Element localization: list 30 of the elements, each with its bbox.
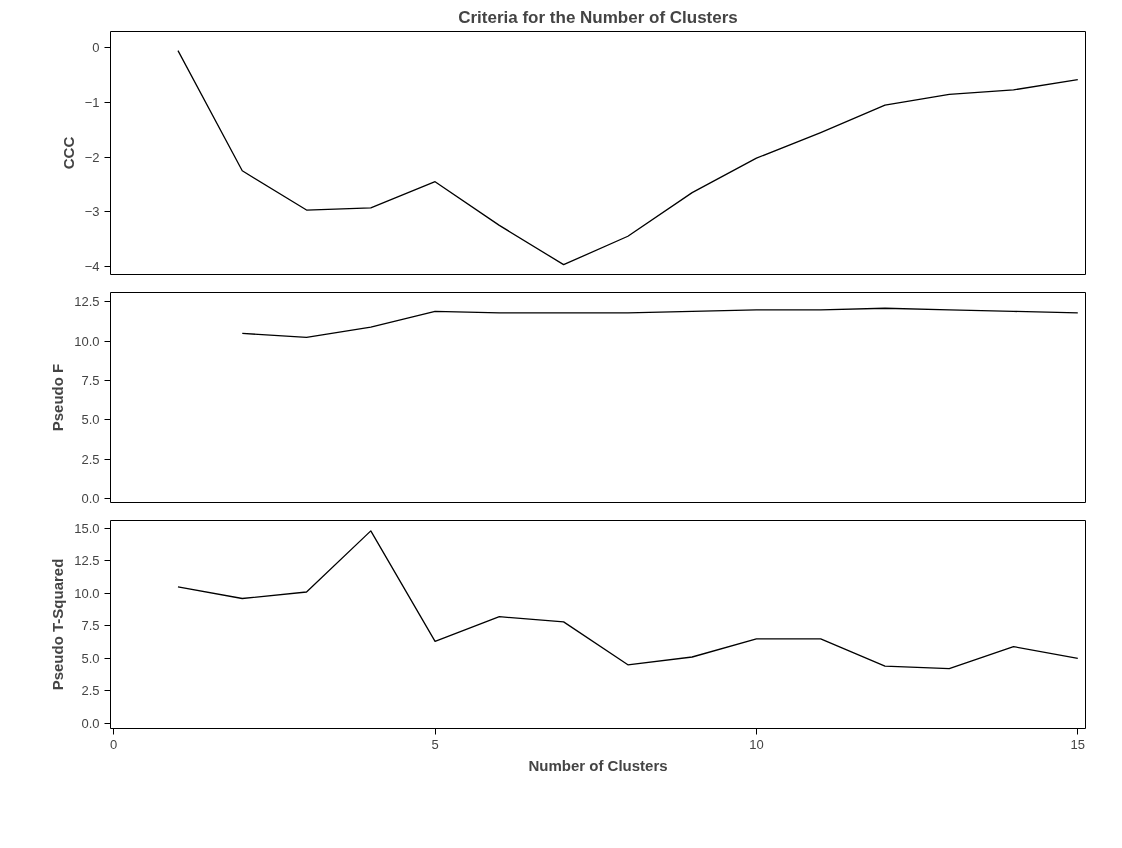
y-tick-label: 7.5	[81, 373, 100, 389]
y-tick-label: −1	[84, 94, 100, 110]
x-tick-label: 10	[749, 736, 764, 752]
y-tick-label: 10.0	[74, 333, 100, 349]
y-tick-label: 0.0	[81, 715, 100, 731]
x-tick-label: 0	[110, 736, 118, 752]
y-tick-label: 12.5	[74, 553, 100, 569]
y-axis-title: CCC	[59, 136, 77, 170]
chart-title: Criteria for the Number of Clusters	[458, 7, 738, 27]
y-tick-label: −3	[84, 204, 100, 220]
x-tick-label: 15	[1070, 736, 1086, 752]
y-tick-label: 10.0	[74, 585, 100, 601]
line-series	[177, 49, 1079, 266]
y-tick-label: −4	[84, 258, 100, 274]
y-tick-label: 2.5	[81, 451, 100, 467]
line-series	[177, 530, 1079, 670]
y-tick-label: 0.0	[81, 491, 100, 507]
y-axis-title: Pseudo T-Squared	[49, 558, 67, 691]
y-tick-label: 5.0	[81, 650, 100, 666]
y-axis-title: Pseudo F	[49, 363, 67, 432]
y-tick-label: 12.5	[74, 294, 100, 310]
y-tick-label: 2.5	[81, 683, 100, 699]
y-tick-label: 0	[92, 40, 100, 56]
y-tick-label: 7.5	[81, 618, 100, 634]
y-tick-label: 5.0	[81, 412, 100, 428]
x-axis-title: Number of Clusters	[528, 756, 668, 774]
y-tick-label: 15.0	[74, 520, 100, 536]
x-tick-label: 5	[431, 736, 439, 752]
y-tick-label: −2	[84, 149, 100, 165]
line-series	[241, 307, 1079, 338]
